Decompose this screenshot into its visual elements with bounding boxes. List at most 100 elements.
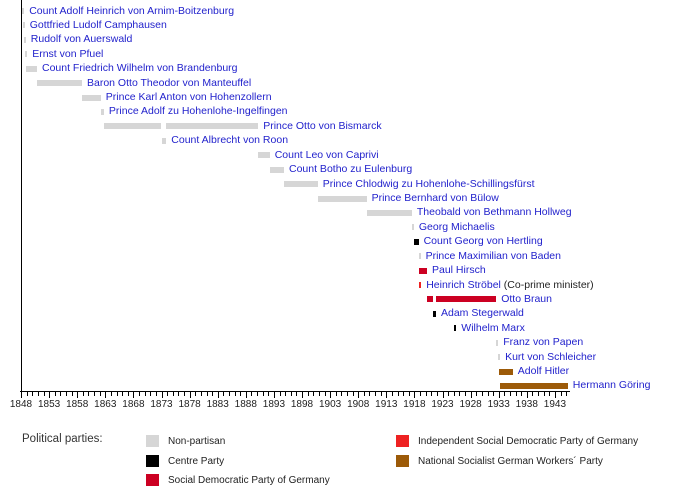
term-bar: [37, 80, 82, 87]
minister-name-text[interactable]: Prince Otto von Bismarck: [263, 119, 382, 132]
minister-name[interactable]: Prince Maximilian von Baden: [426, 249, 561, 264]
minister-name-text[interactable]: Prince Karl Anton von Hohenzollern: [105, 91, 272, 103]
minister-name[interactable]: Otto Braun: [501, 292, 552, 307]
major-tick: [133, 392, 135, 398]
tick-label: 1913: [375, 399, 398, 410]
minister-name-text[interactable]: Prince Bernhard von Bülow: [371, 192, 499, 204]
minister-name-text[interactable]: Heinrich Ströbel: [426, 278, 501, 291]
minor-tick: [341, 392, 343, 396]
tick-label: 1873: [150, 399, 173, 410]
minister-name-text[interactable]: Paul Hirsch: [432, 264, 486, 277]
minister-name-text[interactable]: Wilhelm Marx: [461, 321, 525, 334]
minister-name-text[interactable]: Gottfried Ludolf Camphausen: [29, 18, 167, 31]
minister-name-text[interactable]: Adam Stegerwald: [441, 307, 524, 320]
minor-tick: [150, 392, 152, 396]
minor-tick: [228, 392, 230, 396]
minister-name-text[interactable]: Count Georg von Hertling: [423, 235, 543, 248]
term-bar: [419, 267, 428, 274]
legend-title: Political parties:: [22, 433, 103, 445]
minor-tick: [268, 392, 270, 396]
minister-name[interactable]: Count Friedrich Wilhelm von Brandenburg: [42, 61, 238, 76]
minor-tick: [290, 392, 292, 396]
minor-tick: [88, 392, 90, 396]
minister-name[interactable]: Kurt von Schleicher: [505, 350, 596, 365]
minister-name-text[interactable]: Count Leo von Caprivi: [274, 148, 379, 161]
minor-tick: [71, 392, 73, 396]
tick-label: 1943: [543, 399, 567, 410]
minister-name[interactable]: Heinrich Ströbel (Co-prime minister): [426, 278, 593, 293]
minor-tick: [122, 392, 124, 396]
minor-tick: [82, 392, 84, 396]
minister-name[interactable]: Count Adolf Heinrich von Arnim-Boitzenbu…: [29, 4, 234, 19]
minor-tick: [195, 392, 197, 396]
minor-tick: [425, 392, 427, 396]
minister-name[interactable]: Theobald von Bethmann Hollweg: [417, 205, 572, 220]
minor-tick: [54, 392, 56, 396]
term-bar: [25, 65, 37, 72]
minor-tick: [116, 392, 118, 396]
minor-tick: [262, 392, 264, 396]
minister-name[interactable]: Adam Stegerwald: [441, 306, 524, 321]
minister-name[interactable]: Count Albrecht von Roon: [171, 133, 288, 148]
minister-name-text[interactable]: Count Botho zu Eulenburg: [289, 163, 413, 176]
term-bar: [411, 224, 414, 231]
minor-tick: [251, 392, 253, 396]
minister-name-text[interactable]: Georg Michaelis: [418, 220, 495, 233]
minister-name-text[interactable]: Prince Chlodwig zu Hohenlohe-Schillingsf…: [322, 177, 535, 190]
minister-name-text[interactable]: Count Friedrich Wilhelm von Brandenburg: [42, 62, 238, 75]
minister-name[interactable]: Prince Adolf zu Hohenlohe-Ingelfingen: [109, 104, 288, 119]
minister-name[interactable]: Rudolf von Auerswald: [31, 32, 133, 47]
minister-name[interactable]: Prince Karl Anton von Hohenzollern: [106, 90, 272, 105]
minor-tick: [453, 392, 455, 396]
y-axis-line: [20, 0, 22, 391]
minister-name[interactable]: Count Leo von Caprivi: [275, 148, 379, 163]
minister-name-text[interactable]: Prince Maximilian von Baden: [425, 249, 561, 262]
minister-name[interactable]: Gottfried Ludolf Camphausen: [30, 18, 167, 33]
minister-name-text[interactable]: Prince Adolf zu Hohenlohe-Ingelfingen: [108, 105, 288, 118]
minister-name-text[interactable]: Count Albrecht von Roon: [171, 134, 289, 147]
minor-tick: [493, 392, 495, 396]
term-bar: [498, 354, 501, 361]
minister-name-text[interactable]: Rudolf von Auerswald: [30, 33, 133, 46]
minor-tick: [32, 392, 34, 396]
minor-tick: [212, 392, 214, 396]
minister-name[interactable]: Wilhelm Marx: [461, 321, 525, 336]
minister-name[interactable]: Adolf Hitler: [518, 364, 569, 379]
minister-name-text[interactable]: Franz von Papen: [503, 336, 584, 349]
minister-name[interactable]: Georg Michaelis: [419, 220, 495, 235]
minister-name[interactable]: Prince Chlodwig zu Hohenlohe-Schillingsf…: [323, 177, 535, 192]
minor-tick: [313, 392, 315, 396]
x-axis-line: [20, 391, 571, 392]
minister-name[interactable]: Count Georg von Hertling: [424, 234, 543, 249]
minister-name-text[interactable]: Adolf Hitler: [517, 365, 570, 377]
minister-name-text[interactable]: Kurt von Schleicher: [505, 350, 597, 363]
minor-tick: [223, 392, 225, 396]
minor-tick: [465, 392, 466, 396]
minor-tick: [538, 392, 539, 396]
minister-name-text[interactable]: Count Adolf Heinrich von Arnim-Boitzenbu…: [29, 4, 235, 17]
minor-tick: [335, 392, 337, 396]
minister-name[interactable]: Paul Hirsch: [432, 263, 486, 278]
minister-name[interactable]: Prince Bernhard von Bülow: [372, 191, 499, 206]
legend-color-swatch: [146, 474, 159, 486]
minister-name-text[interactable]: Otto Braun: [501, 292, 552, 305]
minister-name[interactable]: Hermann Göring: [573, 378, 651, 393]
minor-tick: [285, 392, 287, 396]
minister-name[interactable]: Baron Otto Theodor von Manteuffel: [87, 76, 251, 91]
legend-party-label: Centre Party: [168, 455, 225, 467]
minor-tick: [37, 392, 39, 396]
minor-tick: [487, 392, 489, 396]
tick-label: 1918: [403, 399, 426, 410]
minister-name-text[interactable]: Ernst von Pfuel: [32, 47, 104, 60]
minister-name[interactable]: Franz von Papen: [503, 335, 583, 350]
minister-name[interactable]: Ernst von Pfuel: [32, 47, 103, 62]
major-tick: [273, 392, 275, 398]
tick-label: 1923: [431, 399, 454, 410]
minor-tick: [476, 392, 478, 396]
term-bar: [82, 94, 101, 101]
minister-name[interactable]: Prince Otto von Bismarck: [263, 119, 381, 134]
minister-name-text[interactable]: Baron Otto Theodor von Manteuffel: [87, 76, 252, 89]
minister-name[interactable]: Count Botho zu Eulenburg: [289, 162, 412, 177]
minister-name-text[interactable]: Hermann Göring: [572, 379, 651, 392]
minister-name-text[interactable]: Theobald von Bethmann Hollweg: [416, 206, 572, 219]
